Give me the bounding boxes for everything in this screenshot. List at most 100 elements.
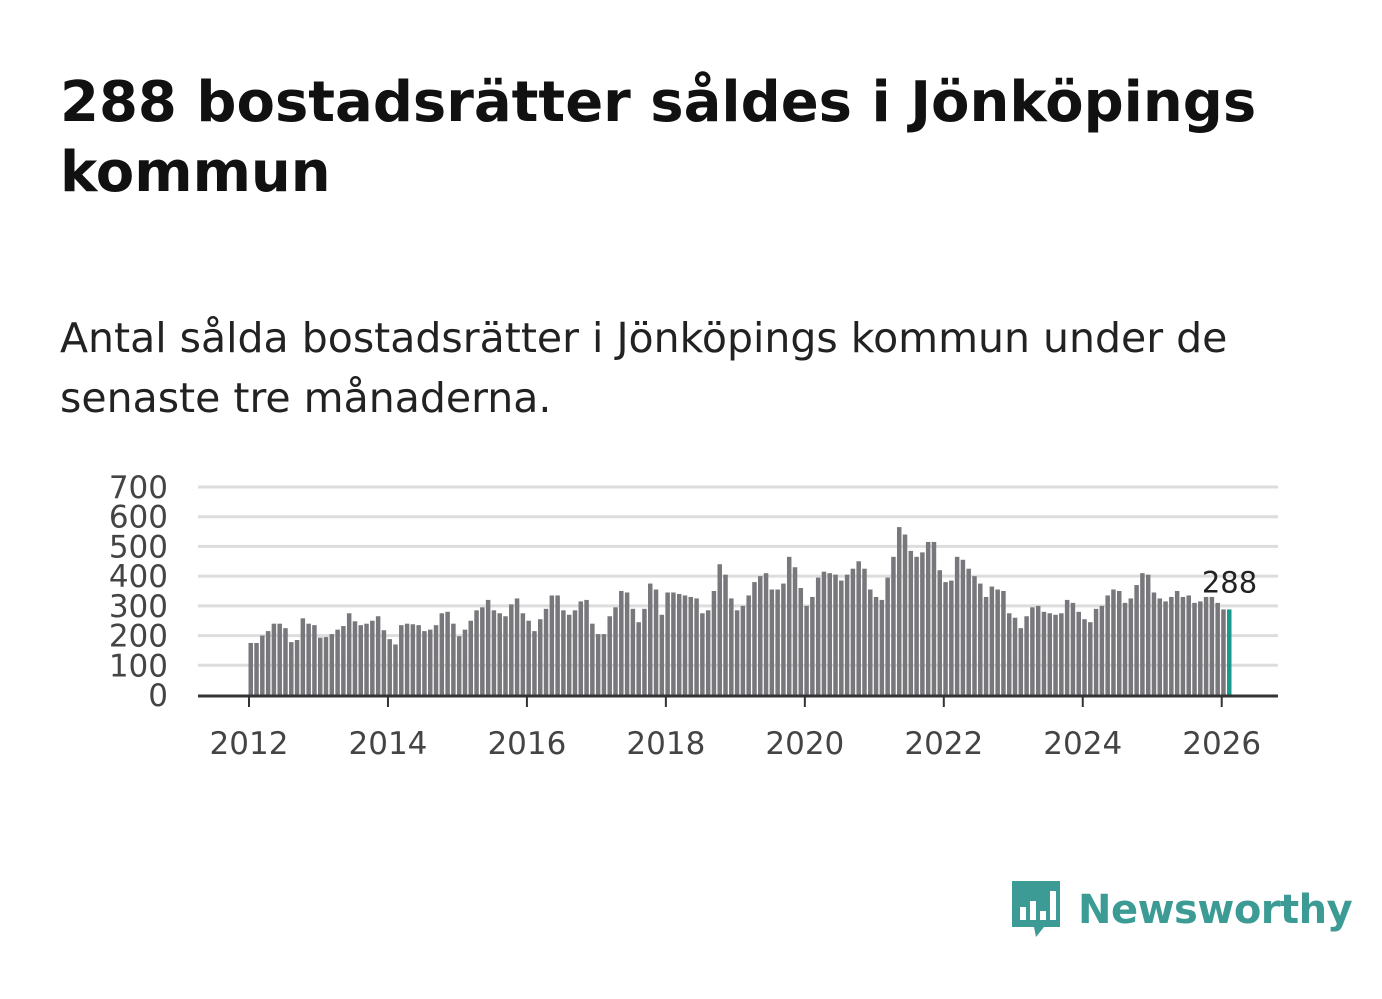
bar xyxy=(868,589,873,695)
bar xyxy=(862,568,867,695)
bar xyxy=(1001,591,1006,695)
bar xyxy=(786,556,792,695)
bar xyxy=(1076,611,1081,695)
bar xyxy=(1163,601,1168,695)
bar xyxy=(891,556,896,695)
bar xyxy=(485,599,491,695)
bar xyxy=(798,588,804,695)
bar xyxy=(387,639,392,695)
bar xyxy=(827,573,832,695)
bar xyxy=(775,589,780,695)
bar xyxy=(561,610,566,695)
bar xyxy=(248,643,253,695)
bar xyxy=(902,534,908,695)
bar xyxy=(306,623,311,695)
bar xyxy=(960,559,966,695)
bar xyxy=(850,568,856,695)
bar xyxy=(1012,617,1018,695)
bar xyxy=(601,634,607,695)
bar xyxy=(590,623,595,695)
bar xyxy=(989,586,995,695)
bar xyxy=(636,622,641,695)
bar xyxy=(717,564,722,695)
bar xyxy=(1024,616,1029,695)
bar xyxy=(972,576,977,695)
bar xyxy=(925,541,931,695)
bar xyxy=(642,608,647,695)
bar xyxy=(1006,613,1012,695)
bar xyxy=(393,644,398,695)
bar xyxy=(688,596,694,695)
bar xyxy=(404,623,410,695)
bar xyxy=(329,634,335,695)
bar xyxy=(555,595,560,695)
bar xyxy=(254,643,259,695)
bar xyxy=(1082,619,1087,695)
bar xyxy=(1047,613,1053,695)
x-tick-label: 2020 xyxy=(765,726,844,762)
bar xyxy=(595,634,601,695)
bar xyxy=(896,527,902,695)
bar xyxy=(873,596,879,695)
x-axis: 2012 2014 2016 2018 2020 2022 2024 2026 xyxy=(210,697,1261,762)
bar xyxy=(578,601,584,695)
bar xyxy=(335,629,340,695)
y-tick-label: 200 xyxy=(109,619,168,655)
bar xyxy=(914,556,919,695)
bar xyxy=(312,625,317,695)
bar xyxy=(1215,602,1220,695)
bar xyxy=(509,604,514,695)
newsworthy-logo: Newsworthy xyxy=(1010,878,1353,942)
bar xyxy=(1140,573,1145,695)
bar xyxy=(289,642,294,695)
bar xyxy=(1180,596,1186,695)
bar xyxy=(572,610,578,695)
bar xyxy=(410,624,416,695)
bar xyxy=(694,598,699,695)
bar xyxy=(1209,596,1215,695)
bar xyxy=(978,583,983,695)
bar xyxy=(781,583,786,695)
bar xyxy=(1105,595,1110,695)
bar xyxy=(1128,598,1134,695)
bar xyxy=(752,582,757,695)
bar xyxy=(1157,598,1163,695)
bar xyxy=(931,541,937,695)
bar xyxy=(1117,591,1122,695)
bar xyxy=(468,620,474,695)
latest-value-label: 288 xyxy=(1202,565,1257,599)
bar xyxy=(815,577,821,695)
bar xyxy=(1151,592,1157,695)
bar xyxy=(659,614,665,695)
y-tick-label: 300 xyxy=(109,589,168,625)
x-tick-label: 2016 xyxy=(487,726,566,762)
bar xyxy=(439,613,445,695)
bar xyxy=(648,583,653,695)
bar xyxy=(1134,585,1139,695)
bar xyxy=(607,616,612,695)
y-tick-label: 0 xyxy=(148,678,168,714)
bar xyxy=(1070,602,1076,695)
bar xyxy=(364,623,369,695)
bar xyxy=(1053,614,1058,695)
bar xyxy=(566,614,572,695)
bar xyxy=(520,613,526,695)
bar xyxy=(497,613,502,695)
bar xyxy=(323,637,329,695)
bar xyxy=(538,619,543,695)
bar xyxy=(937,570,942,695)
bar xyxy=(613,607,618,695)
y-tick-label: 400 xyxy=(109,559,168,595)
bar xyxy=(619,591,624,695)
bar xyxy=(526,620,531,695)
bar xyxy=(1174,591,1180,695)
bar xyxy=(705,610,711,695)
bar xyxy=(294,640,300,695)
bar xyxy=(271,623,277,695)
x-tick-label: 2022 xyxy=(904,726,983,762)
bar xyxy=(265,631,271,695)
bar xyxy=(584,599,589,695)
x-tick-label: 2012 xyxy=(210,726,289,762)
